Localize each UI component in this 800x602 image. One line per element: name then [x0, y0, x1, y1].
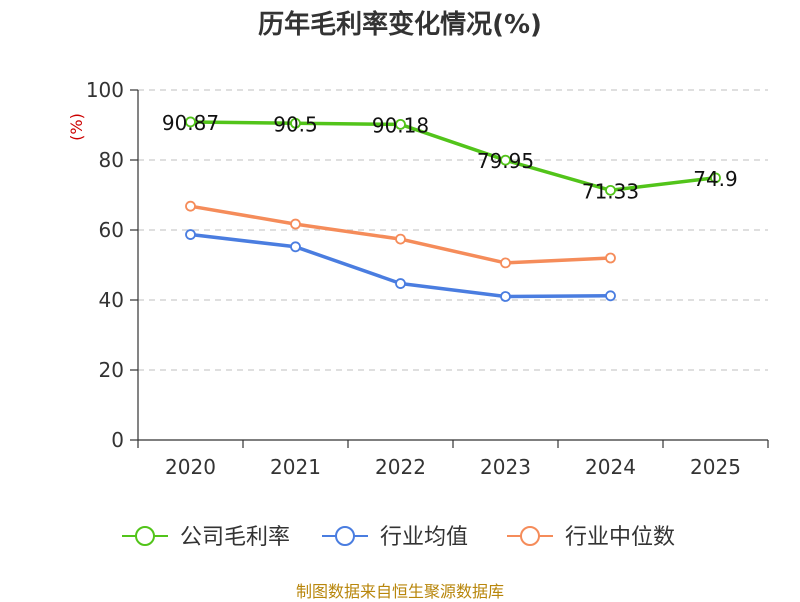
source-note: 制图数据来自恒生聚源数据库 — [295, 582, 504, 601]
data-label: 74.9 — [693, 167, 738, 191]
chart-title: 历年毛利率变化情况(%) — [258, 10, 542, 40]
axis-layer: 0 20 40 60 80 100 2020 2021 2022 2023 2024 2025 (%) — [67, 78, 769, 479]
x-tick-label: 2024 — [585, 455, 636, 479]
x-tick-label: 2025 — [690, 455, 741, 479]
y-axis-label: (%) — [67, 113, 86, 141]
y-tick-label: 60 — [99, 218, 124, 242]
data-point — [395, 118, 406, 130]
data-point — [605, 184, 616, 196]
y-tick-label: 80 — [99, 148, 124, 172]
data-point — [500, 257, 511, 269]
data-label: 90.5 — [273, 112, 318, 136]
data-point — [185, 229, 196, 240]
label-layer: 90.87 90.5 90.18 79.95 71.33 74.9 — [162, 111, 738, 203]
legend-label: 行业均值 — [380, 525, 468, 550]
data-point — [290, 117, 301, 129]
legend-marker-icon — [520, 526, 540, 546]
legend-marker-icon — [135, 526, 155, 546]
x-tick-label: 2020 — [165, 455, 216, 479]
data-point — [500, 154, 511, 166]
y-tick-label: 40 — [99, 288, 124, 312]
legend: 公司毛利率 行业均值 行业中位数 — [122, 525, 675, 550]
x-tick-label: 2022 — [375, 455, 426, 479]
data-point — [395, 278, 406, 289]
data-point — [290, 218, 301, 230]
series-line — [190, 120, 716, 193]
data-point — [605, 252, 616, 264]
data-point — [710, 172, 721, 184]
legend-marker-icon — [335, 526, 355, 546]
data-label: 90.87 — [162, 111, 219, 135]
data-point — [395, 233, 406, 245]
data-point — [185, 116, 196, 128]
data-label: 71.33 — [582, 179, 639, 203]
data-point — [185, 200, 196, 212]
grid-layer — [138, 89, 768, 371]
data-point — [290, 241, 301, 253]
x-tick-label: 2023 — [480, 455, 531, 479]
legend-label: 公司毛利率 — [180, 525, 290, 550]
y-tick-label: 0 — [111, 428, 124, 452]
legend-label: 行业中位数 — [565, 525, 675, 550]
series-layer — [185, 116, 721, 302]
data-point — [500, 291, 511, 302]
y-tick-label: 100 — [86, 78, 124, 102]
data-label: 90.18 — [372, 113, 429, 137]
data-label: 79.95 — [477, 149, 534, 173]
x-tick-label: 2021 — [270, 455, 321, 479]
y-tick-label: 20 — [99, 358, 124, 382]
data-point — [605, 290, 616, 302]
